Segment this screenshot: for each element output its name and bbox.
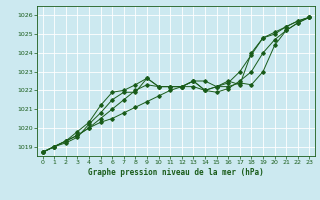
X-axis label: Graphe pression niveau de la mer (hPa): Graphe pression niveau de la mer (hPa) bbox=[88, 168, 264, 177]
